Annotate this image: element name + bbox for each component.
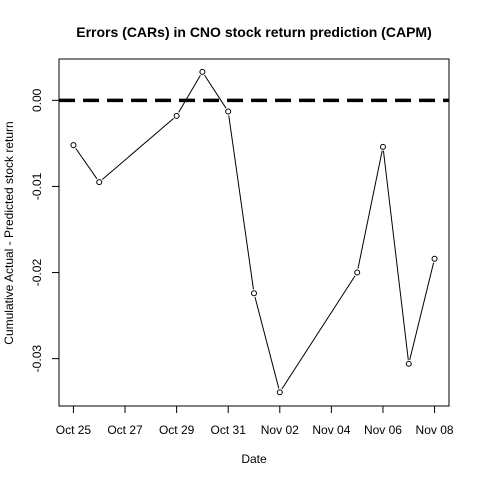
x-tick-label: Oct 29 — [159, 423, 195, 437]
data-point — [70, 142, 77, 149]
data-point — [199, 68, 206, 75]
series-segment — [281, 275, 356, 390]
series-segment — [75, 148, 98, 180]
data-point — [276, 389, 283, 396]
x-tick-label: Oct 25 — [56, 423, 92, 437]
x-tick-label: Nov 08 — [416, 423, 454, 437]
data-point — [251, 290, 257, 297]
series-segment — [409, 262, 435, 361]
y-axis-label: Cumulative Actual - Predicted stock retu… — [2, 121, 16, 344]
y-tick-label: -0.01 — [30, 172, 44, 200]
data-point — [379, 143, 386, 150]
chart-title: Errors (CARs) in CNO stock return predic… — [76, 24, 431, 40]
x-tick-label: Oct 31 — [211, 423, 247, 437]
data-point — [354, 269, 361, 276]
y-tick-label: -0.02 — [30, 259, 44, 287]
data-point — [405, 360, 412, 367]
y-axis: 0.00 -0.01 -0.02 -0.03 — [30, 88, 60, 373]
x-tick-label: Oct 27 — [107, 423, 143, 437]
series-segment — [254, 296, 280, 389]
y-tick-label: 0.00 — [30, 88, 44, 112]
x-axis: Oct 25 Oct 27 Oct 29 Oct 31 Nov 02 Nov 04 Nov … — [56, 405, 454, 437]
series-segment — [101, 118, 174, 180]
x-axis-label: Date — [241, 452, 267, 466]
y-tick-label: -0.03 — [30, 345, 44, 373]
series-segment — [178, 75, 201, 113]
x-tick-label: Nov 02 — [261, 423, 299, 437]
series-segment — [204, 74, 227, 109]
series-segment — [357, 150, 383, 269]
data-point — [225, 108, 232, 115]
x-tick-label: Nov 04 — [312, 423, 350, 437]
data-point — [173, 112, 180, 119]
series-segment — [228, 115, 254, 290]
data-point — [431, 255, 438, 262]
series-layer — [70, 68, 438, 396]
series-segment — [382, 150, 409, 360]
data-point — [96, 179, 103, 186]
x-tick-label: Nov 06 — [364, 423, 402, 437]
plot-frame — [58, 58, 450, 407]
